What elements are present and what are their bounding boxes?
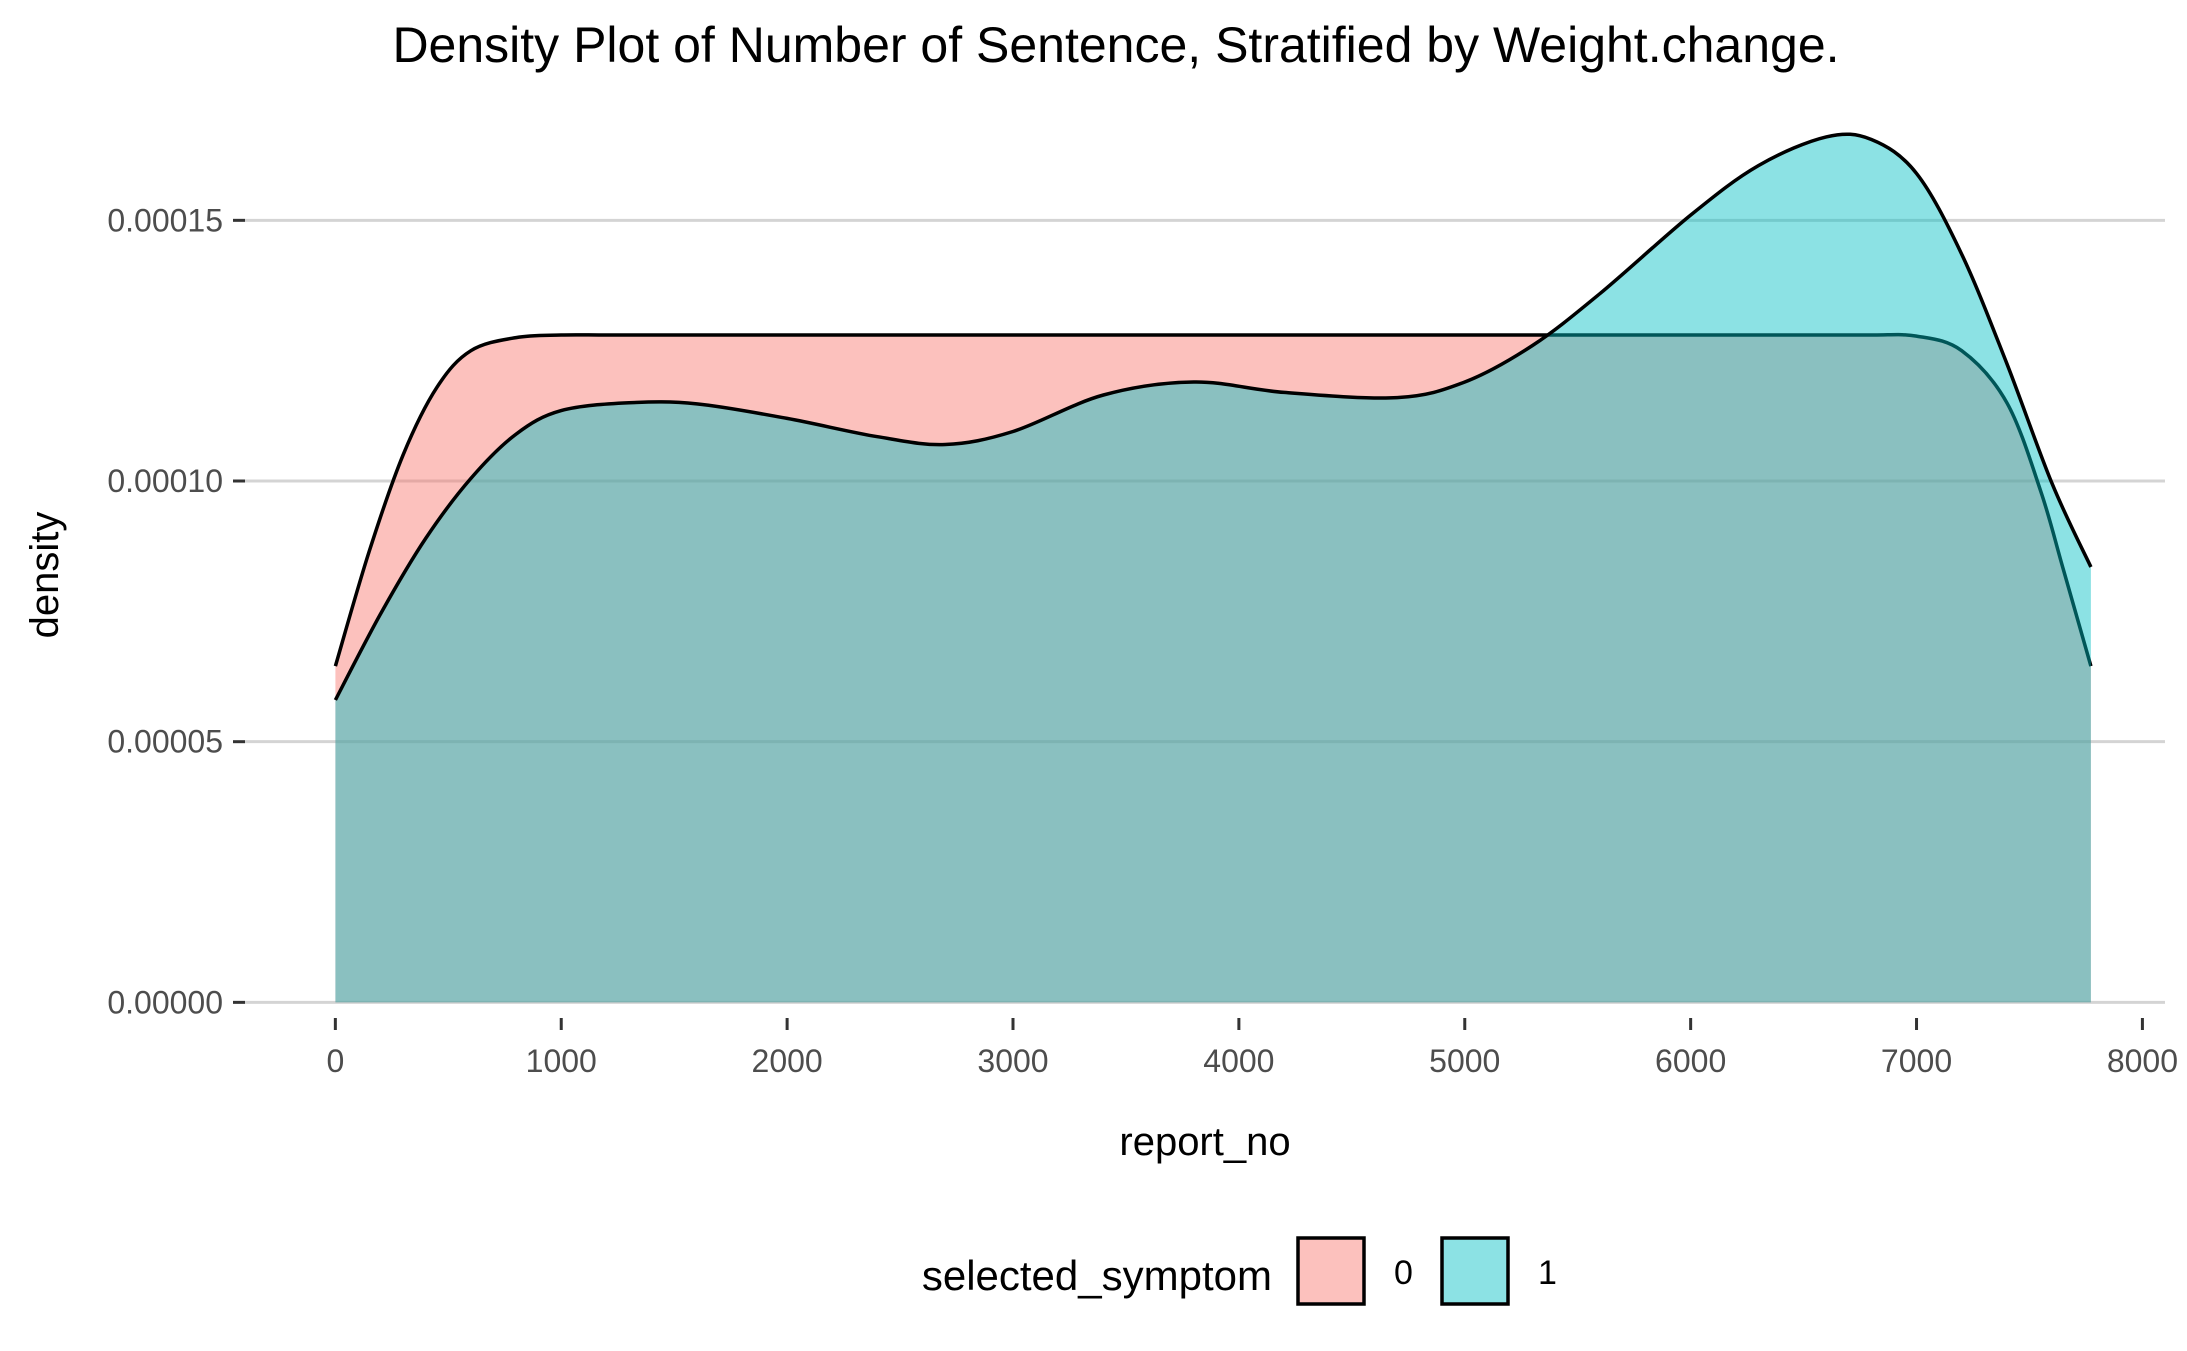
x-tick-label: 1000	[526, 1043, 597, 1079]
x-tick-label: 7000	[1881, 1043, 1952, 1079]
legend: selected_symptom 0 1	[922, 1236, 1557, 1306]
y-tick-label: 0.00000	[107, 984, 223, 1020]
gridlines	[245, 218, 2165, 1004]
x-tick-label: 6000	[1655, 1043, 1726, 1079]
legend-key-1	[1440, 1236, 1510, 1306]
x-tick-label: 3000	[977, 1043, 1048, 1079]
x-tick-label: 4000	[1203, 1043, 1274, 1079]
y-tick-label: 0.00010	[107, 463, 223, 499]
density-areas	[333, 132, 2093, 1003]
legend-label-1: 1	[1538, 1254, 1557, 1292]
y-tick-label: 0.00005	[107, 724, 223, 760]
y-axis-title: density	[23, 512, 67, 639]
x-tick-label: 0	[326, 1043, 344, 1079]
density-area-0	[335, 334, 2091, 1003]
y-tick-label: 0.00015	[107, 202, 223, 238]
legend-title: selected_symptom	[922, 1252, 1272, 1299]
density-outline-1	[333, 132, 2093, 701]
x-tick-label: 8000	[2107, 1043, 2178, 1079]
density-area-1	[335, 134, 2091, 1003]
x-axis-title: report_no	[1119, 1120, 1290, 1164]
x-axis: 0 1000 2000 3000 4000 5000 6000 7000 8000	[326, 1018, 2178, 1079]
x-tick-label: 5000	[1429, 1043, 1500, 1079]
x-tick-label: 2000	[752, 1043, 823, 1079]
legend-label-0: 0	[1394, 1254, 1413, 1292]
legend-key-0	[1296, 1236, 1366, 1306]
density-outline-0	[333, 332, 2093, 667]
y-axis: 0.00000 0.00005 0.00010 0.00015	[107, 202, 245, 1020]
chart-title: Density Plot of Number of Sentence, Stra…	[392, 17, 1839, 73]
